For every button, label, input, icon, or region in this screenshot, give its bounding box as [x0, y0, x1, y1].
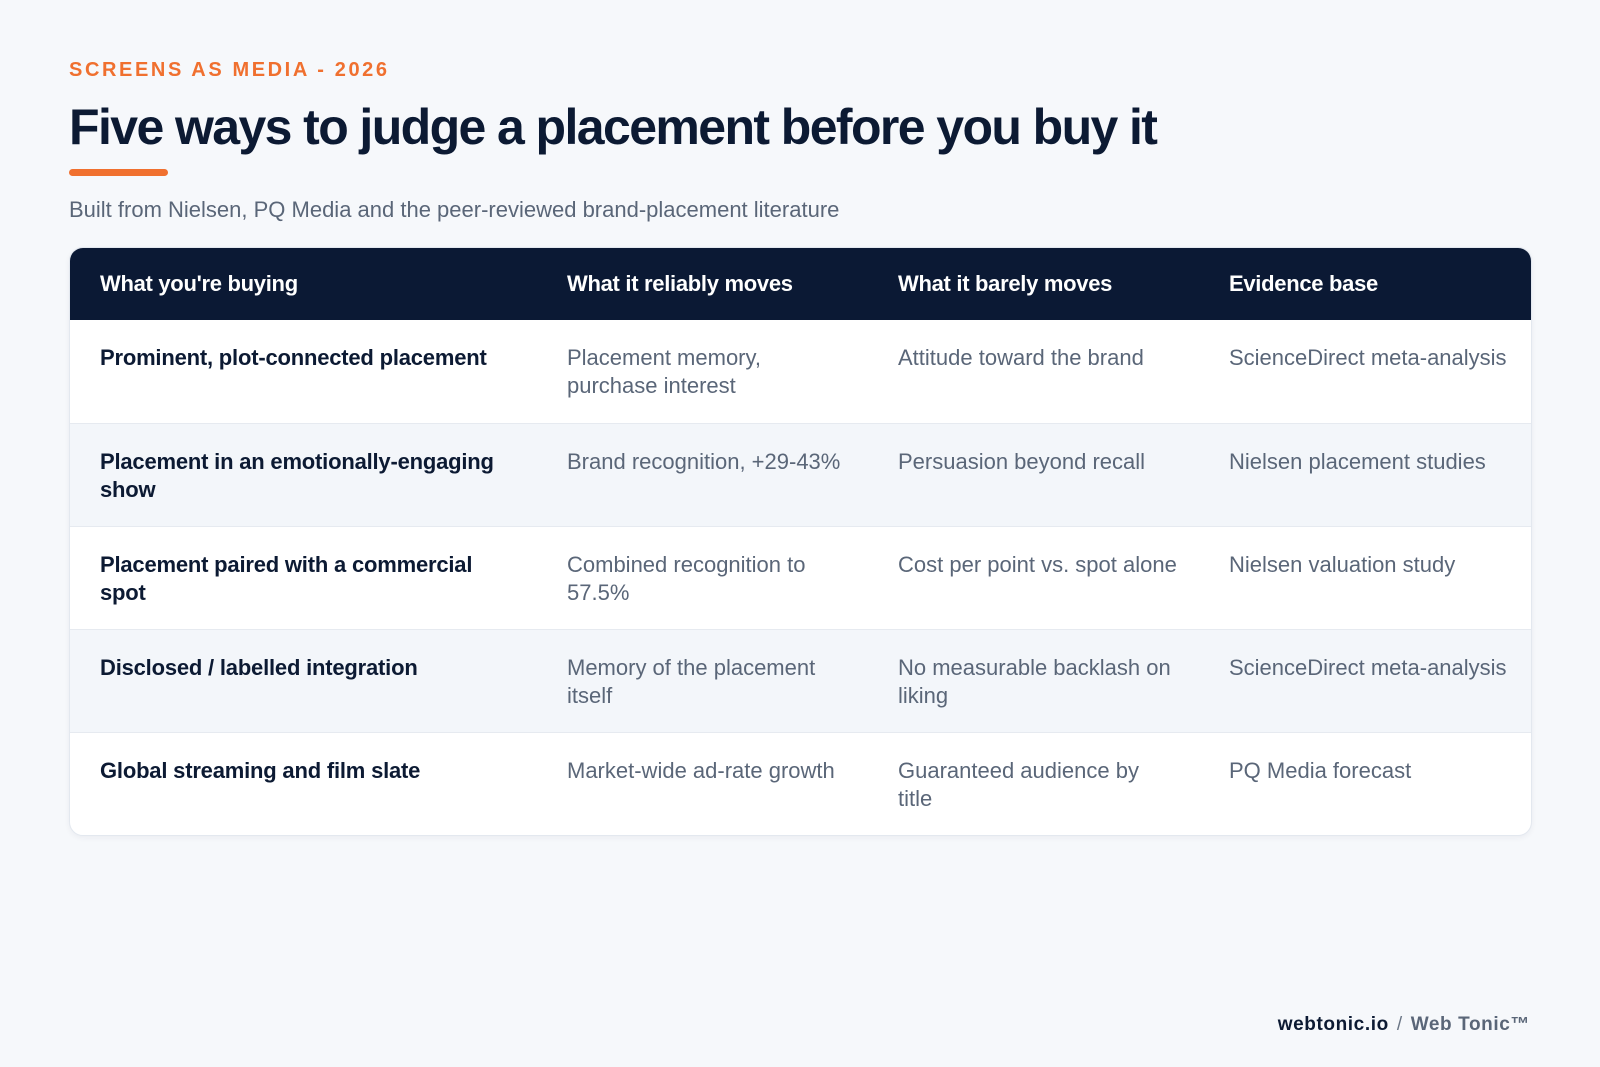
- evidence-cell: Nielsen valuation study: [1229, 552, 1456, 577]
- table-row: Prominent, plot-connected placement Plac…: [70, 320, 1531, 423]
- column-header-evidence: Evidence base: [1229, 271, 1378, 296]
- comparison-table: What you're buying What it reliably move…: [69, 247, 1532, 836]
- evidence-cell: ScienceDirect meta-analysis: [1229, 345, 1507, 370]
- barely-moves-cell: Persuasion beyond recall: [898, 449, 1146, 474]
- reliably-moves-cell: Placement memory, purchase interest: [567, 345, 761, 398]
- footer-separator: /: [1396, 1014, 1403, 1035]
- footer-domain: webtonic.io: [1277, 1014, 1389, 1035]
- table-row: Disclosed / labelled integration Memory …: [70, 629, 1531, 732]
- barely-moves-cell: Cost per point vs. spot alone: [898, 552, 1177, 577]
- page-subtitle: Built from Nielsen, PQ Media and the pee…: [69, 197, 840, 222]
- reliably-moves-cell: Combined recognition to 57.5%: [567, 552, 806, 605]
- table-row: Placement in an emotionally-engaging sho…: [70, 423, 1531, 526]
- barely-moves-cell: Attitude toward the brand: [898, 345, 1144, 370]
- table-row: Placement paired with a commercial spot …: [70, 526, 1531, 629]
- row-label: Placement paired with a commercial spot: [100, 552, 473, 605]
- evidence-cell: ScienceDirect meta-analysis: [1229, 655, 1507, 680]
- row-label: Prominent, plot-connected placement: [100, 345, 487, 370]
- barely-moves-cell: No measurable backlash on liking: [898, 655, 1171, 708]
- reliably-moves-cell: Memory of the placement itself: [567, 655, 816, 708]
- barely-moves-cell: Guaranteed audience by title: [898, 758, 1139, 811]
- eyebrow-label: SCREENS AS MEDIA - 2026: [69, 59, 390, 81]
- evidence-cell: PQ Media forecast: [1229, 758, 1412, 783]
- page: SCREENS AS MEDIA - 2026 Five ways to jud…: [69, 58, 1532, 836]
- column-header-barely-moves: What it barely moves: [898, 271, 1113, 296]
- table-row: Global streaming and film slate Market-w…: [70, 732, 1531, 835]
- evidence-cell: Nielsen placement studies: [1229, 449, 1486, 474]
- column-header-buying: What you're buying: [100, 271, 298, 296]
- column-header-reliably-moves: What it reliably moves: [567, 271, 793, 296]
- footer-credit: webtonic.io / Web Tonic™: [1278, 1013, 1530, 1037]
- row-label: Global streaming and film slate: [100, 758, 421, 783]
- table-header-row: What you're buying What it reliably move…: [70, 248, 1531, 320]
- reliably-moves-cell: Brand recognition, +29-43%: [567, 449, 841, 474]
- reliably-moves-cell: Market-wide ad-rate growth: [567, 758, 835, 783]
- row-label: Placement in an emotionally-engaging sho…: [100, 449, 494, 502]
- row-label: Disclosed / labelled integration: [100, 655, 418, 680]
- title-accent-bar: [69, 169, 168, 176]
- footer-brand: Web Tonic™: [1410, 1014, 1530, 1035]
- page-title: Five ways to judge a placement before yo…: [69, 99, 1158, 155]
